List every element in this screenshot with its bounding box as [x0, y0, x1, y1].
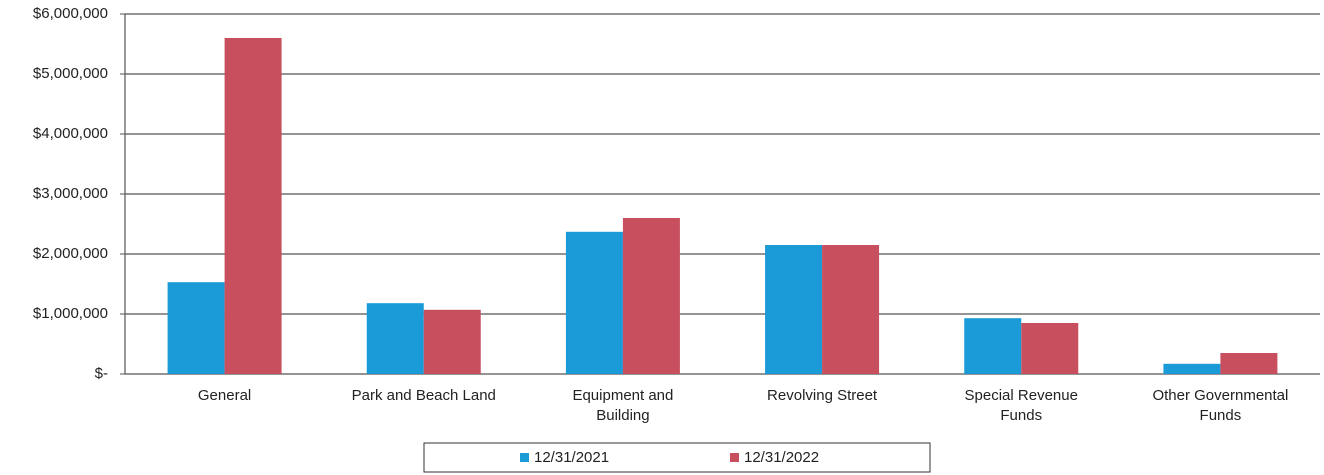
- bar: [1220, 353, 1278, 374]
- y-tick-label: $4,000,000: [33, 125, 108, 142]
- bar: [1021, 323, 1079, 374]
- legend-label: 12/31/2021: [534, 449, 609, 466]
- y-tick-label: $5,000,000: [33, 65, 108, 82]
- bar: [366, 303, 424, 374]
- x-tick-label: Other Governmental Funds: [1152, 387, 1289, 424]
- legend-swatch: [730, 453, 739, 462]
- bar: [167, 282, 225, 374]
- bar: [224, 38, 282, 374]
- legend-box: [423, 442, 931, 473]
- x-tick-label: Equipment and Building: [572, 387, 674, 424]
- bar: [765, 245, 823, 374]
- legend-label: 12/31/2022: [744, 449, 819, 466]
- y-tick-label: $-: [95, 365, 108, 382]
- bar: [423, 309, 481, 374]
- y-tick-label: $1,000,000: [33, 305, 108, 322]
- legend-swatch: [520, 453, 529, 462]
- bar: [1163, 363, 1221, 374]
- x-tick-label: General: [197, 387, 252, 404]
- x-tick-label: Special Revenue Funds: [964, 387, 1078, 424]
- x-tick-label: Park and Beach Land: [351, 387, 496, 404]
- y-tick-label: $6,000,000: [33, 5, 108, 22]
- bar: [822, 245, 880, 374]
- y-tick-label: $3,000,000: [33, 185, 108, 202]
- bar: [565, 231, 623, 374]
- y-tick-label: $2,000,000: [33, 245, 108, 262]
- x-tick-label: Revolving Street: [767, 387, 878, 404]
- bar: [622, 218, 680, 374]
- bar: [964, 318, 1022, 374]
